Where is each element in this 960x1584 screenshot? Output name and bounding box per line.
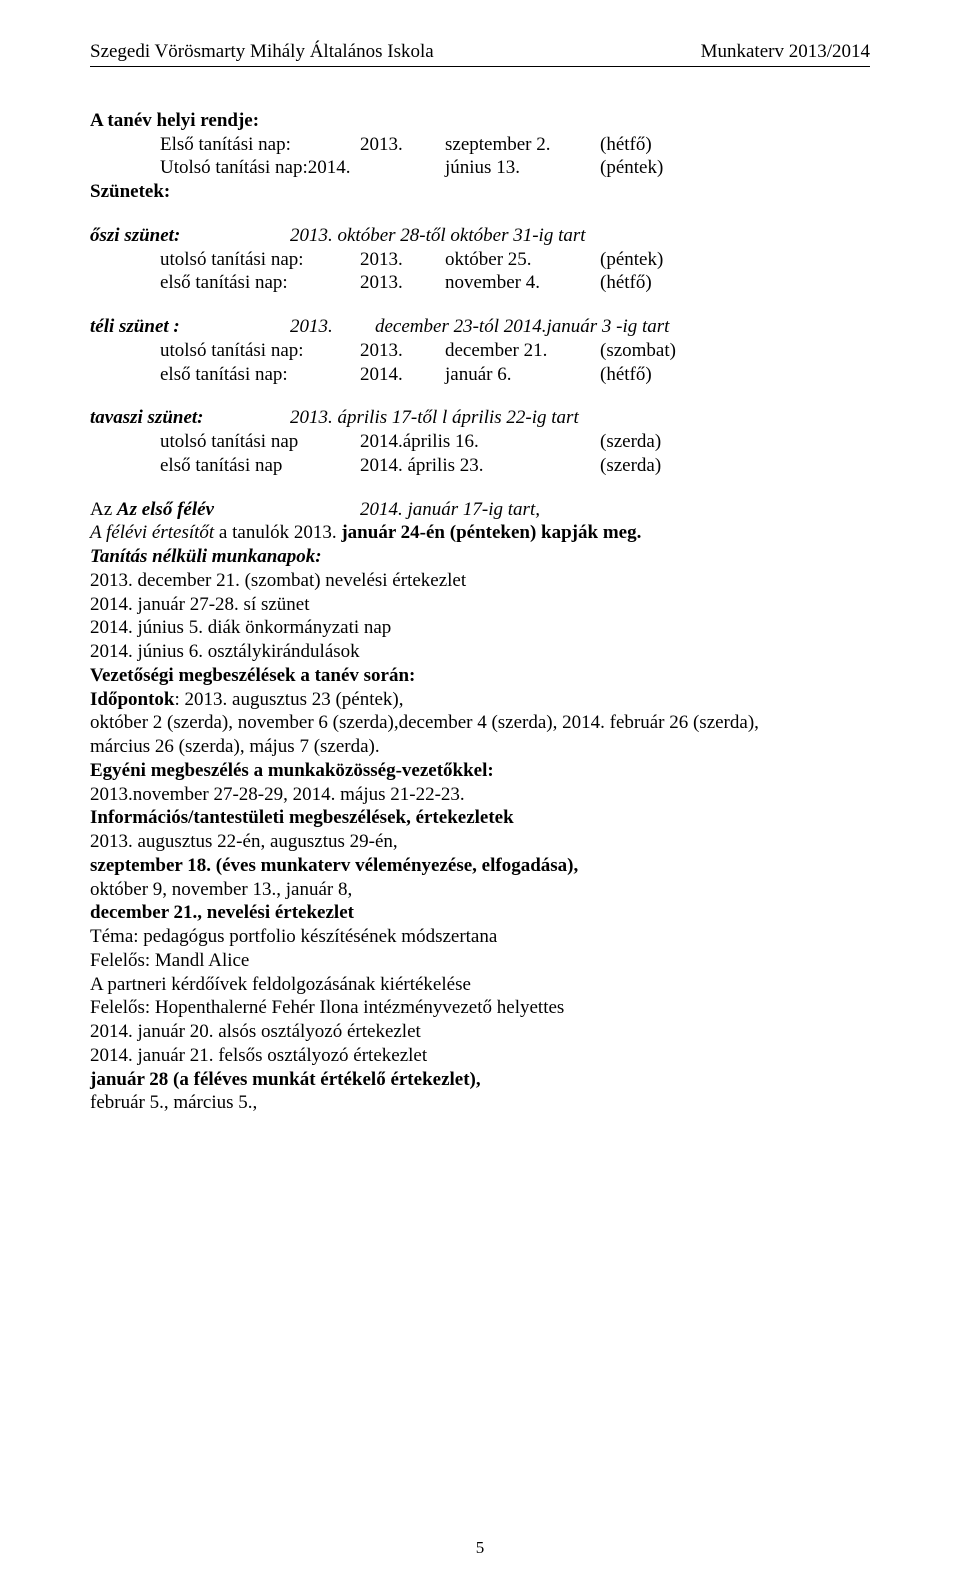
year: 2013. bbox=[290, 315, 375, 339]
paragraph: október 9, november 13., január 8, bbox=[90, 878, 870, 902]
year: 2013. bbox=[360, 271, 445, 295]
page-number: 5 bbox=[0, 1537, 960, 1558]
subsection-title: Tanítás nélküli munkanapok: bbox=[90, 545, 870, 569]
break-row: tavaszi szünet: 2013. április 17-től l á… bbox=[90, 406, 870, 430]
text-plain: : 2013. augusztus 23 (péntek), bbox=[175, 689, 404, 710]
emph: Időpontok bbox=[90, 689, 175, 710]
date: szeptember 2. bbox=[445, 133, 600, 157]
break-label: tavaszi szünet: bbox=[90, 406, 290, 430]
emph: Az első félév bbox=[117, 499, 214, 520]
label: utolsó tanítási nap: bbox=[160, 339, 360, 363]
day: (szombat) bbox=[600, 339, 870, 363]
schedule-row: első tanítási nap 2014. április 23. (sze… bbox=[90, 454, 870, 478]
schedule-row: utolsó tanítási nap: 2013. október 25. (… bbox=[90, 248, 870, 272]
schedule-row: Utolsó tanítási nap:2014. június 13. (pé… bbox=[90, 156, 870, 180]
break-row: téli szünet : 2013. december 23-tól 2014… bbox=[90, 315, 870, 339]
paragraph: február 5., március 5., bbox=[90, 1091, 870, 1115]
label: utolsó tanítási nap bbox=[160, 430, 360, 454]
break-label: téli szünet : bbox=[90, 315, 290, 339]
paragraph: Időpontok: 2013. augusztus 23 (péntek), bbox=[90, 688, 870, 712]
break-value: 2013. április 17-től l április 22-ig tar… bbox=[290, 406, 579, 430]
emph: A félévi értesítőt bbox=[90, 522, 214, 543]
paragraph: 2013.november 27-28-29, 2014. május 21-2… bbox=[90, 783, 870, 807]
year: 2013. bbox=[360, 248, 445, 272]
date: január 6. bbox=[445, 363, 600, 387]
paragraph: 2013. augusztus 22-én, augusztus 29-én, bbox=[90, 830, 870, 854]
day: (péntek) bbox=[600, 156, 870, 180]
label: Utolsó tanítási nap:2014. bbox=[160, 156, 445, 180]
date: november 4. bbox=[445, 271, 600, 295]
date: június 13. bbox=[445, 156, 600, 180]
label: első tanítási nap: bbox=[160, 363, 360, 387]
date: 2014. április 23. bbox=[360, 454, 600, 478]
header-right: Munkaterv 2013/2014 bbox=[701, 40, 870, 64]
paragraph: Téma: pedagógus portfolio készítésének m… bbox=[90, 925, 870, 949]
break-label: őszi szünet: bbox=[90, 224, 290, 248]
document-body: A tanév helyi rendje: Első tanítási nap:… bbox=[90, 109, 870, 1115]
value: 2014. január 17-ig tart, bbox=[360, 498, 540, 522]
label: Az Az első félév bbox=[90, 498, 360, 522]
schedule-row: utolsó tanítási nap 2014.április 16. (sz… bbox=[90, 430, 870, 454]
list-item: 2013. december 21. (szombat) nevelési ér… bbox=[90, 569, 870, 593]
text-plain: a tanulók 2013. bbox=[214, 522, 341, 543]
date: október 25. bbox=[445, 248, 600, 272]
paragraph: 2014. január 20. alsós osztályozó érteke… bbox=[90, 1020, 870, 1044]
paragraph: 2014. január 21. felsős osztályozó értek… bbox=[90, 1044, 870, 1068]
paragraph: szeptember 18. (éves munkaterv véleménye… bbox=[90, 854, 870, 878]
paragraph: A partneri kérdőívek feldolgozásának kié… bbox=[90, 973, 870, 997]
break-value: 2013. október 28-től október 31-ig tart bbox=[290, 224, 586, 248]
day: (hétfő) bbox=[600, 271, 870, 295]
emph: január 24-én (pénteken) kapják meg. bbox=[341, 522, 641, 543]
list-item: 2014. június 6. osztálykirándulások bbox=[90, 640, 870, 664]
section-title: A tanév helyi rendje: bbox=[90, 109, 870, 133]
break-value: december 23-tól 2014.január 3 -ig tart bbox=[375, 315, 669, 339]
label: Első tanítási nap: bbox=[160, 133, 360, 157]
day: (szerda) bbox=[600, 430, 870, 454]
schedule-row: első tanítási nap: 2013. november 4. (hé… bbox=[90, 271, 870, 295]
date: december 21. bbox=[445, 339, 600, 363]
schedule-row: első tanítási nap: 2014. január 6. (hétf… bbox=[90, 363, 870, 387]
schedule-row: Első tanítási nap: 2013. szeptember 2. (… bbox=[90, 133, 870, 157]
day: (szerda) bbox=[600, 454, 870, 478]
label: első tanítási nap bbox=[160, 454, 360, 478]
subsection-title: Információs/tantestületi megbeszélések, … bbox=[90, 806, 870, 830]
list-item: 2014. június 5. diák önkormányzati nap bbox=[90, 616, 870, 640]
paragraph: Felelős: Mandl Alice bbox=[90, 949, 870, 973]
paragraph: Felelős: Hopenthalerné Fehér Ilona intéz… bbox=[90, 996, 870, 1020]
subsection-title: Egyéni megbeszélés a munkaközösség-vezet… bbox=[90, 759, 870, 783]
label: első tanítási nap: bbox=[160, 271, 360, 295]
schedule-row: utolsó tanítási nap: 2013. december 21. … bbox=[90, 339, 870, 363]
subsection-title: december 21., nevelési értekezlet bbox=[90, 901, 870, 925]
day: (péntek) bbox=[600, 248, 870, 272]
header-left: Szegedi Vörösmarty Mihály Általános Isko… bbox=[90, 40, 434, 64]
paragraph: március 26 (szerda), május 7 (szerda). bbox=[90, 735, 870, 759]
year: 2014. bbox=[360, 363, 445, 387]
document-page: Szegedi Vörösmarty Mihály Általános Isko… bbox=[0, 0, 960, 1584]
first-term-row: Az Az első félév 2014. január 17-ig tart… bbox=[90, 498, 870, 522]
list-item: 2014. január 27-28. sí szünet bbox=[90, 593, 870, 617]
page-header: Szegedi Vörösmarty Mihály Általános Isko… bbox=[90, 40, 870, 67]
subsection-title: Szünetek: bbox=[90, 180, 870, 204]
paragraph: január 28 (a féléves munkát értékelő ért… bbox=[90, 1068, 870, 1092]
paragraph: október 2 (szerda), november 6 (szerda),… bbox=[90, 711, 870, 735]
break-row: őszi szünet: 2013. október 28-től októbe… bbox=[90, 224, 870, 248]
paragraph: A félévi értesítőt a tanulók 2013. januá… bbox=[90, 521, 870, 545]
year: 2013. bbox=[360, 133, 445, 157]
day: (hétfő) bbox=[600, 363, 870, 387]
label: utolsó tanítási nap: bbox=[160, 248, 360, 272]
subsection-title: Vezetőségi megbeszélések a tanév során: bbox=[90, 664, 870, 688]
year: 2013. bbox=[360, 339, 445, 363]
day: (hétfő) bbox=[600, 133, 870, 157]
date: 2014.április 16. bbox=[360, 430, 600, 454]
text-plain: Az bbox=[90, 499, 117, 520]
